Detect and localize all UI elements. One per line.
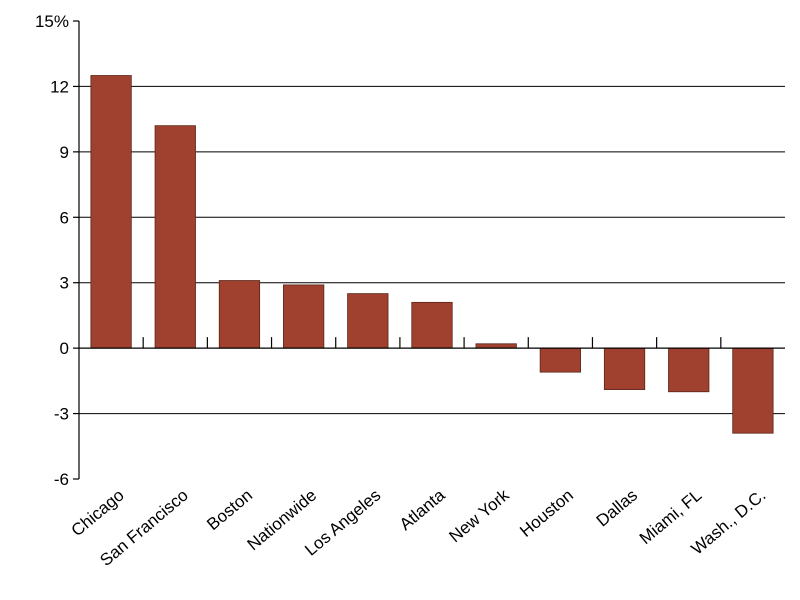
gridlines — [79, 85, 785, 415]
bar-8 — [603, 347, 646, 390]
y-tick-label: 15% — [35, 12, 69, 31]
bar-3 — [283, 284, 325, 349]
bar-6 — [475, 343, 517, 349]
category-label: New York — [446, 485, 514, 546]
axes — [73, 20, 785, 480]
bar-10 — [732, 347, 774, 434]
category-label: Dallas — [593, 486, 641, 531]
category-label: Boston — [203, 486, 256, 535]
y-tick-label: 6 — [60, 208, 69, 227]
y-tick-label: 9 — [60, 143, 69, 162]
bar-4 — [347, 293, 389, 349]
y-tick-label: 0 — [60, 339, 69, 358]
category-label: Houston — [516, 486, 577, 541]
bar-0 — [90, 75, 132, 349]
category-label: Atlanta — [396, 485, 449, 534]
y-tick-label: -3 — [54, 405, 69, 424]
y-tick-label: 3 — [60, 274, 69, 293]
bar-2 — [218, 280, 261, 349]
bar-1 — [154, 125, 196, 349]
y-tick-label: 12 — [50, 77, 69, 96]
y-tick-label: -6 — [54, 470, 69, 489]
y-tick-labels: -6 -3 0 3 6 9 12 15% — [35, 12, 69, 489]
bar-5 — [411, 301, 453, 349]
category-label: Chicago — [68, 486, 128, 541]
bars — [90, 75, 774, 434]
bar-7 — [539, 347, 581, 373]
bar-9 — [668, 347, 710, 393]
